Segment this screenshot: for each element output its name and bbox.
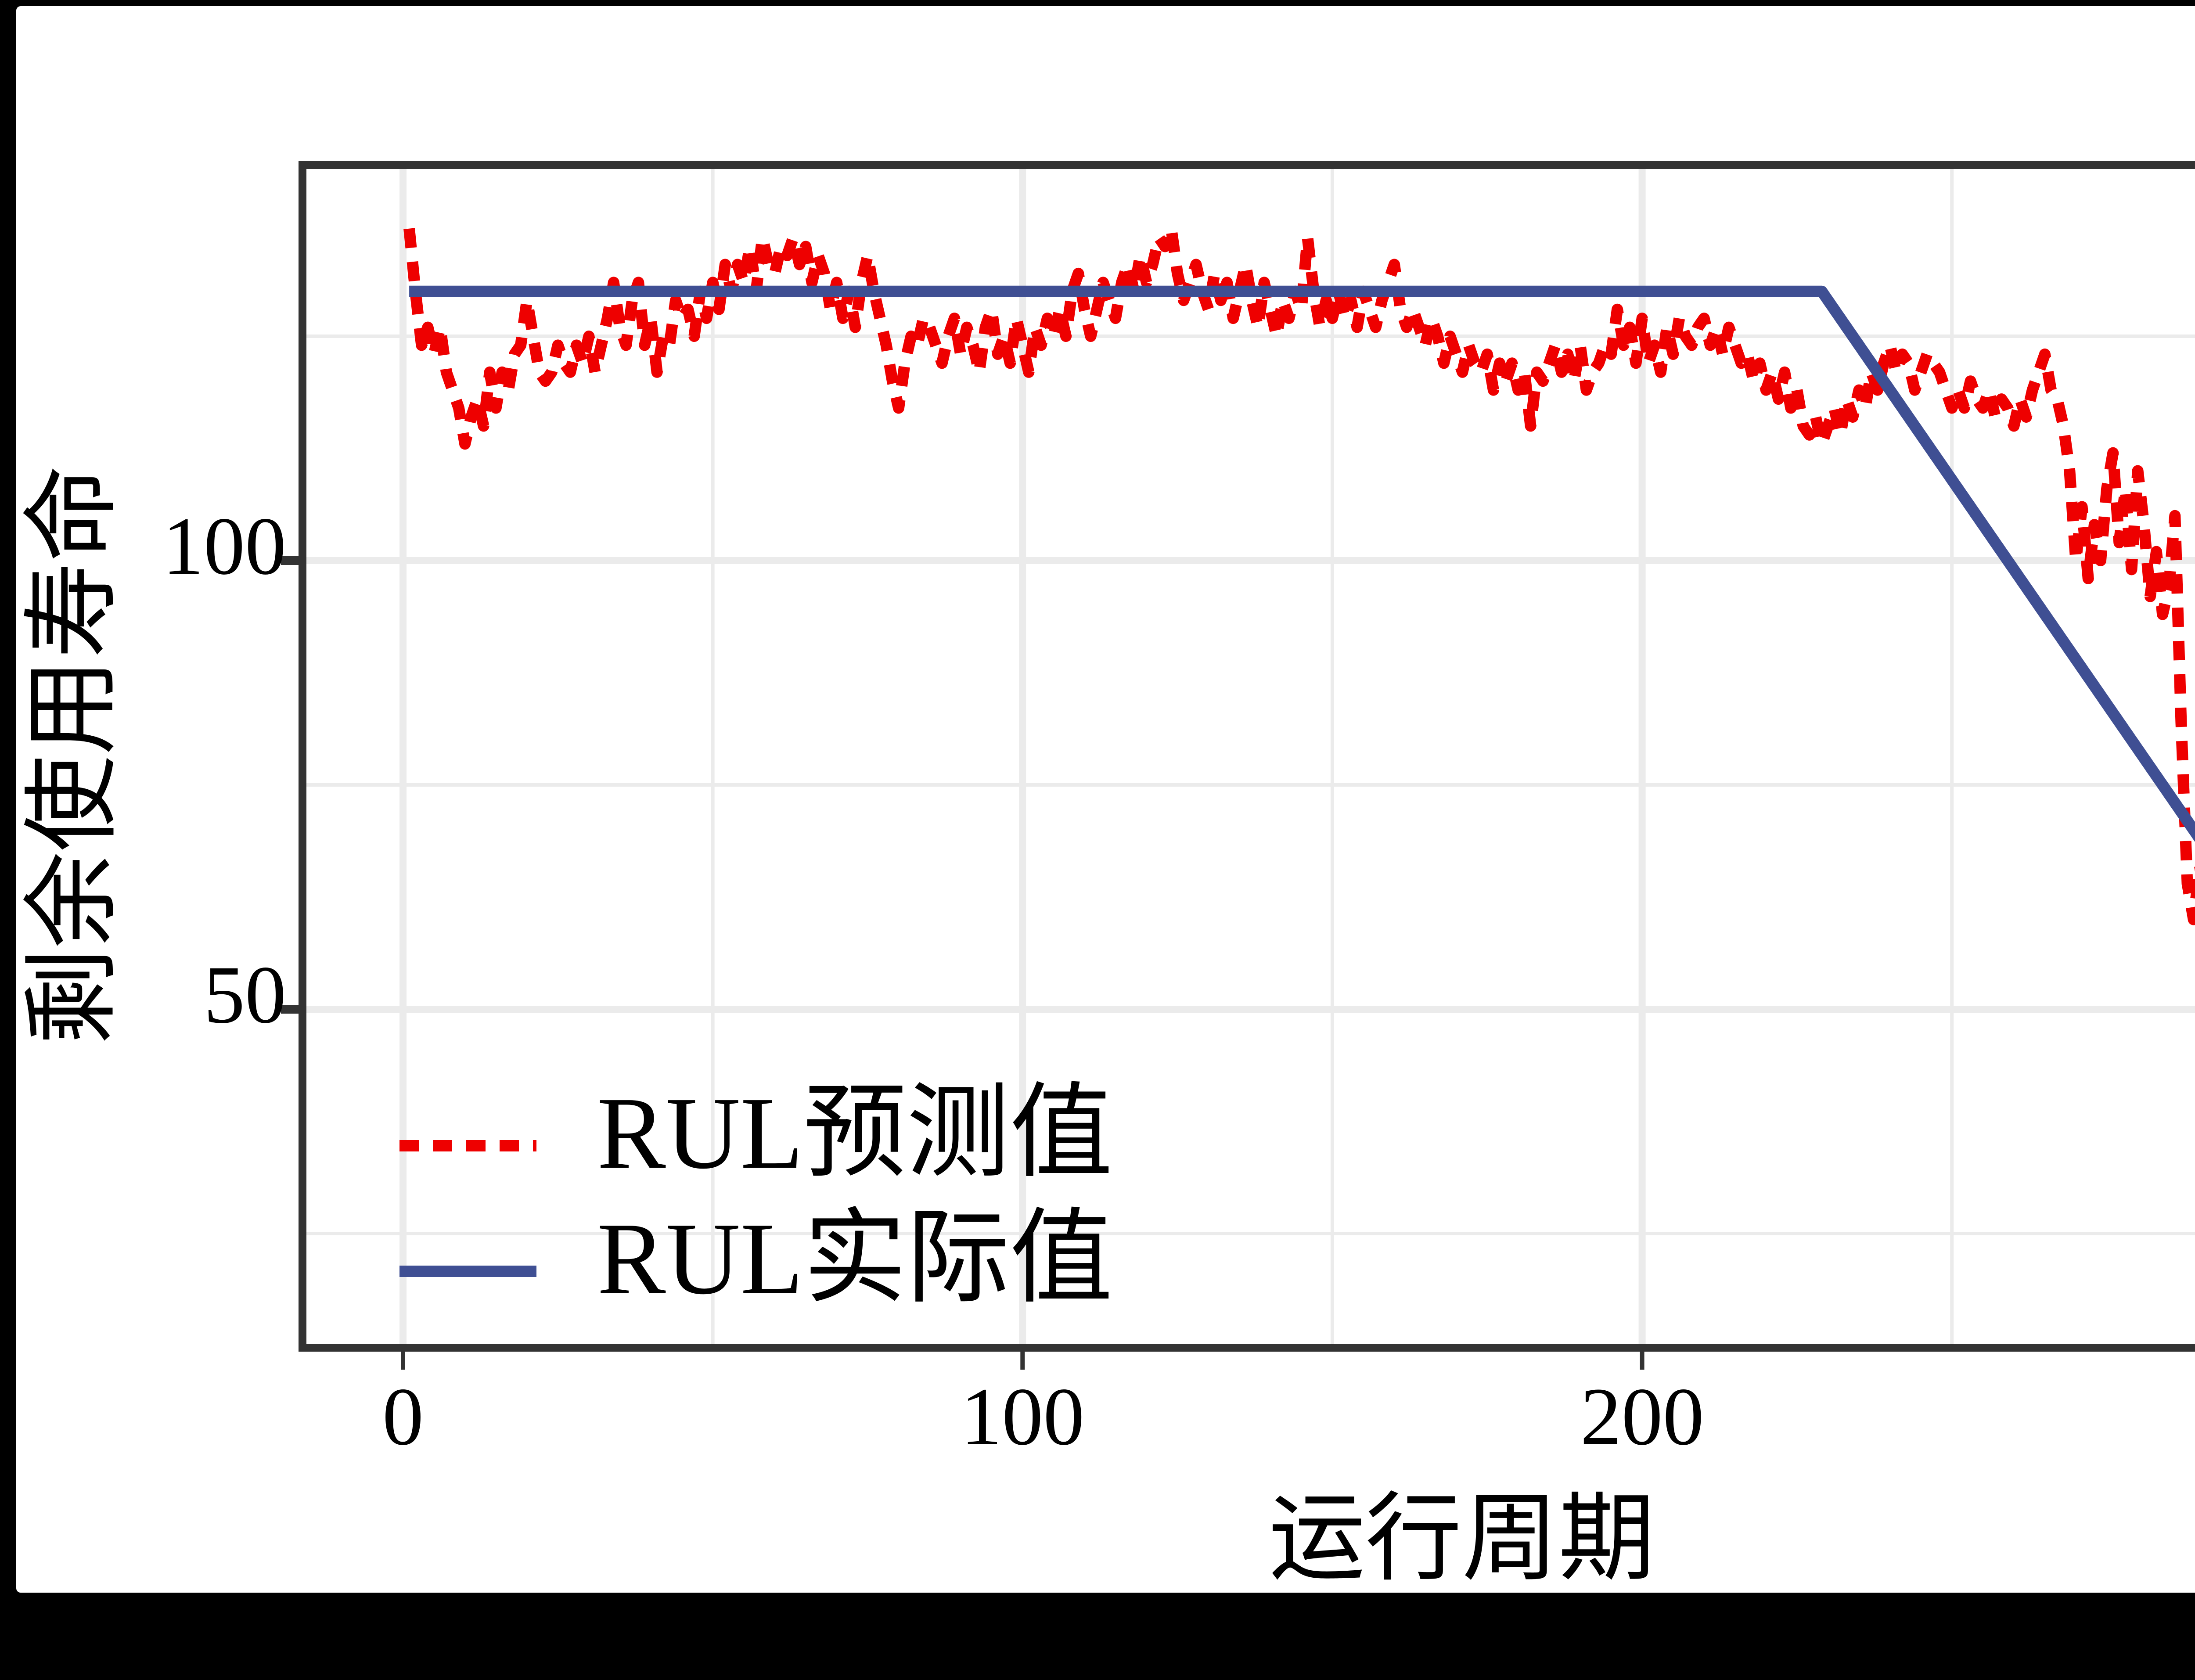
series-layer [403, 223, 2195, 925]
axis-ticks: 010020030050100 [162, 500, 1704, 1462]
y-tick-label: 50 [204, 949, 286, 1040]
legend-label-actual: RUL实际值 [597, 1202, 1113, 1316]
plot-panel-border [299, 161, 2195, 1352]
y-tick-label: 100 [162, 500, 286, 592]
figure-card [16, 6, 2195, 1593]
x-tick-label: 0 [382, 1371, 424, 1462]
predicted-rul-line [403, 223, 2195, 925]
legend: RUL预测值 RUL实际值 [399, 1076, 1113, 1316]
legend-label-predicted: RUL预测值 [597, 1076, 1113, 1190]
x-tick-label: 200 [1580, 1371, 1704, 1462]
actual-rul-line [409, 285, 2195, 842]
x-axis-title: 运行周期 [1269, 1486, 1655, 1593]
grid-lines [306, 169, 2195, 1344]
y-axis-title: 剩余使用寿命 [19, 465, 126, 1045]
x-tick-label: 100 [961, 1371, 1084, 1462]
